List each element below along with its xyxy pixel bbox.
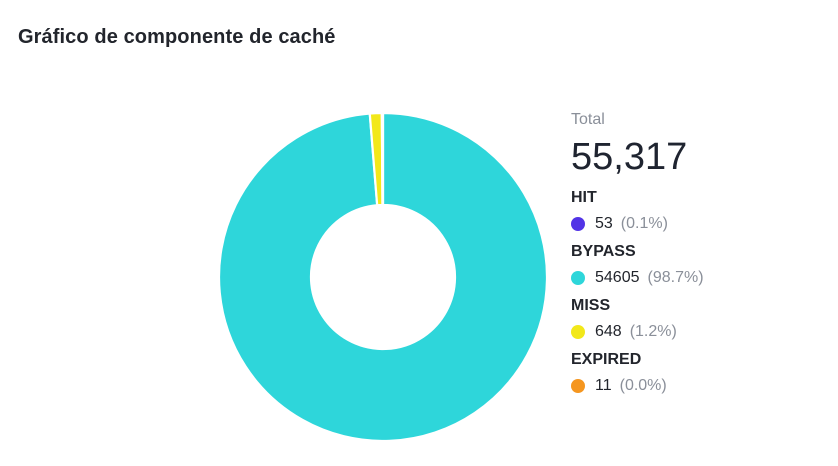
legend-item-bypass[interactable]: BYPASS 54605 (98.7%) <box>571 242 821 288</box>
legend-percent: (1.2%) <box>629 323 677 340</box>
donut-slices <box>217 111 549 443</box>
legend-value: 54605 <box>595 269 640 286</box>
legend-item-expired[interactable]: EXPIRED 11 (0.0%) <box>571 350 821 396</box>
legend-percent: (0.1%) <box>620 215 668 232</box>
total-label: Total <box>571 111 605 128</box>
legend-row: 54605 (98.7%) <box>571 268 821 288</box>
legend-dot-miss <box>571 325 585 339</box>
legend-dot-hit <box>571 217 585 231</box>
legend-name: EXPIRED <box>571 351 642 368</box>
legend-percent: (98.7%) <box>647 269 704 286</box>
legend-name: MISS <box>571 297 611 314</box>
legend-dot-bypass <box>571 271 585 285</box>
legend-row: 53 (0.1%) <box>571 214 821 234</box>
legend-dot-expired <box>571 379 585 393</box>
legend-row: 648 (1.2%) <box>571 322 821 342</box>
legend-percent: (0.0%) <box>619 377 667 394</box>
legend-name: BYPASS <box>571 243 636 260</box>
legend-name: HIT <box>571 189 597 206</box>
chart-title: Gráfico de componente de caché <box>18 26 336 48</box>
total-value: 55,317 <box>571 136 688 178</box>
donut-slice-bypass[interactable] <box>217 111 549 443</box>
legend-value: 11 <box>595 377 612 394</box>
legend-value: 648 <box>595 323 622 340</box>
legend-item-miss[interactable]: MISS 648 (1.2%) <box>571 296 821 342</box>
legend-value: 53 <box>595 215 613 232</box>
legend: Total 55,317 HIT 53 (0.1%) BYPASS 54605 … <box>571 110 821 396</box>
legend-item-hit[interactable]: HIT 53 (0.1%) <box>571 188 821 234</box>
legend-row: 11 (0.0%) <box>571 376 821 396</box>
